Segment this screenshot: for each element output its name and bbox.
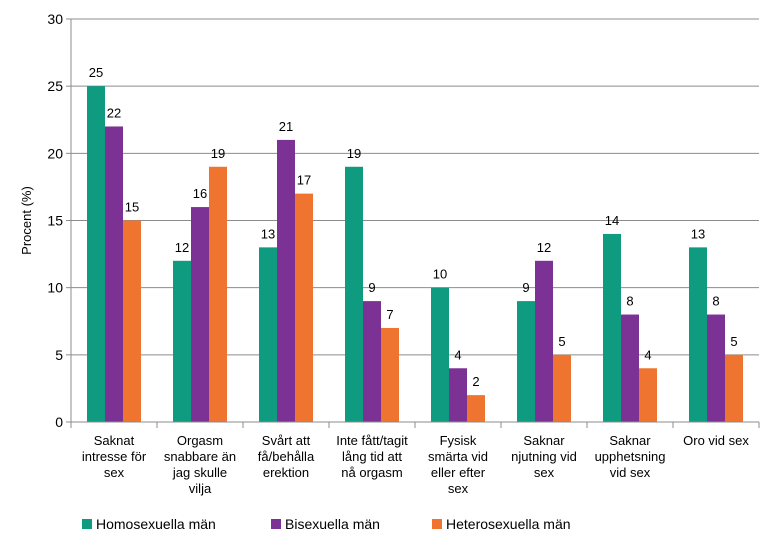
bar bbox=[87, 86, 105, 423]
bar bbox=[535, 260, 553, 422]
bar bbox=[431, 287, 449, 422]
data-label: 12 bbox=[537, 240, 551, 255]
data-label: 13 bbox=[261, 226, 275, 241]
bar bbox=[707, 314, 725, 422]
data-label: 19 bbox=[211, 146, 225, 161]
legend-swatch bbox=[82, 519, 92, 529]
data-label: 4 bbox=[454, 347, 461, 362]
y-tick-label: 25 bbox=[47, 78, 63, 94]
bar bbox=[621, 314, 639, 422]
category-label: Orgasm snabbare än jag skulle vilja bbox=[164, 433, 236, 496]
data-label: 14 bbox=[605, 213, 619, 228]
y-tick-label: 5 bbox=[55, 347, 63, 363]
data-label: 2 bbox=[472, 374, 479, 389]
category-label: Saknar njutning vid sex bbox=[511, 433, 577, 480]
bar bbox=[295, 193, 313, 422]
bar bbox=[123, 220, 141, 422]
data-label: 4 bbox=[644, 347, 651, 362]
data-label: 8 bbox=[712, 294, 719, 309]
category-label: Inte fått/tagit lång tid att nå orgasm bbox=[336, 433, 408, 480]
data-label: 21 bbox=[279, 119, 293, 134]
category-label: Saknar upphetsning vid sex bbox=[595, 433, 666, 480]
data-label: 5 bbox=[730, 334, 737, 349]
bar bbox=[603, 233, 621, 422]
data-label: 19 bbox=[347, 146, 361, 161]
bar bbox=[173, 260, 191, 422]
y-tick-label: 20 bbox=[47, 145, 63, 161]
bar bbox=[259, 247, 277, 422]
bar bbox=[689, 247, 707, 422]
bar bbox=[277, 139, 295, 422]
category-label: Oro vid sex bbox=[683, 433, 749, 448]
bar bbox=[449, 368, 467, 422]
y-axis-label: Procent (%) bbox=[19, 186, 34, 255]
bar bbox=[517, 301, 535, 422]
data-label: 9 bbox=[522, 280, 529, 295]
bar bbox=[209, 166, 227, 422]
data-label: 16 bbox=[193, 186, 207, 201]
bar bbox=[363, 301, 381, 422]
legend-label: Homosexuella män bbox=[96, 516, 216, 532]
category-label: Fysisk smärta vid eller efter sex bbox=[428, 433, 488, 496]
bar bbox=[639, 368, 657, 422]
data-label: 10 bbox=[433, 267, 447, 282]
legend: Homosexuella män Bisexuella män Heterosexu… bbox=[82, 516, 571, 532]
data-label: 13 bbox=[691, 226, 705, 241]
bar bbox=[725, 354, 743, 422]
legend-label: Heterosexuella män bbox=[446, 516, 571, 532]
bar bbox=[191, 207, 209, 422]
bar bbox=[553, 354, 571, 422]
y-tick-label: 0 bbox=[55, 414, 63, 430]
x-axis-category-labels: Saknat intresse för sex Orgasm snabbare än ja… bbox=[82, 433, 750, 496]
x-axis bbox=[70, 421, 760, 428]
bar bbox=[381, 327, 399, 422]
data-label: 7 bbox=[386, 307, 393, 322]
y-tick-label: 30 bbox=[47, 11, 63, 27]
legend-swatch bbox=[271, 519, 281, 529]
y-tick-label: 10 bbox=[47, 280, 63, 296]
bar bbox=[345, 166, 363, 422]
y-axis-ticks: 0 5 10 15 20 25 30 bbox=[47, 11, 72, 430]
data-label: 22 bbox=[107, 105, 121, 120]
category-label: Saknat intresse för sex bbox=[82, 433, 147, 480]
data-label: 5 bbox=[558, 334, 565, 349]
bars bbox=[87, 86, 743, 423]
legend-label: Bisexuella män bbox=[285, 516, 380, 532]
data-label: 17 bbox=[297, 173, 311, 188]
category-label: Svårt att få/behålla erektion bbox=[258, 433, 315, 480]
data-label: 8 bbox=[626, 294, 633, 309]
legend-swatch bbox=[432, 519, 442, 529]
bar bbox=[105, 126, 123, 422]
data-label: 12 bbox=[175, 240, 189, 255]
data-label: 25 bbox=[89, 65, 103, 80]
y-tick-label: 15 bbox=[47, 213, 63, 229]
bar bbox=[467, 395, 485, 422]
data-label: 15 bbox=[125, 200, 139, 215]
data-label: 9 bbox=[368, 280, 375, 295]
